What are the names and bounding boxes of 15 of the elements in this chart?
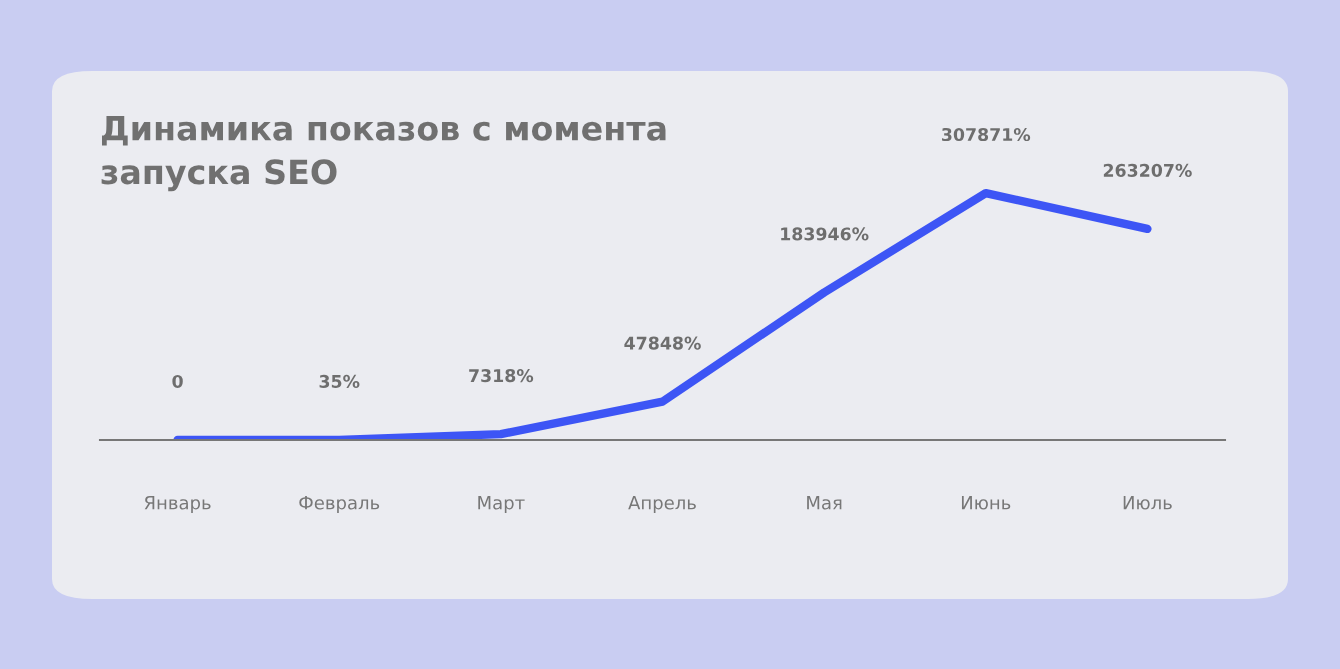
x-tick-label: Февраль xyxy=(299,496,380,514)
x-tick-label: Апрель xyxy=(628,496,696,514)
data-label: 307871% xyxy=(942,127,1031,142)
data-label: 7318% xyxy=(469,369,534,383)
data-label: 263207% xyxy=(1103,163,1192,177)
data-label: 47848% xyxy=(624,336,701,350)
data-label: 35% xyxy=(319,374,360,388)
x-tick-label: Январь xyxy=(144,496,211,514)
data-label: 183946% xyxy=(781,227,869,241)
x-tick-label: Март xyxy=(478,496,525,514)
data-label: 0 xyxy=(172,374,183,389)
x-tick-label: Июнь xyxy=(961,496,1011,510)
chart-title: Динамика показов с момента запуска SEO xyxy=(101,116,666,192)
x-tick-label: Мая xyxy=(807,496,842,510)
x-tick-label: Июль xyxy=(1123,496,1172,510)
